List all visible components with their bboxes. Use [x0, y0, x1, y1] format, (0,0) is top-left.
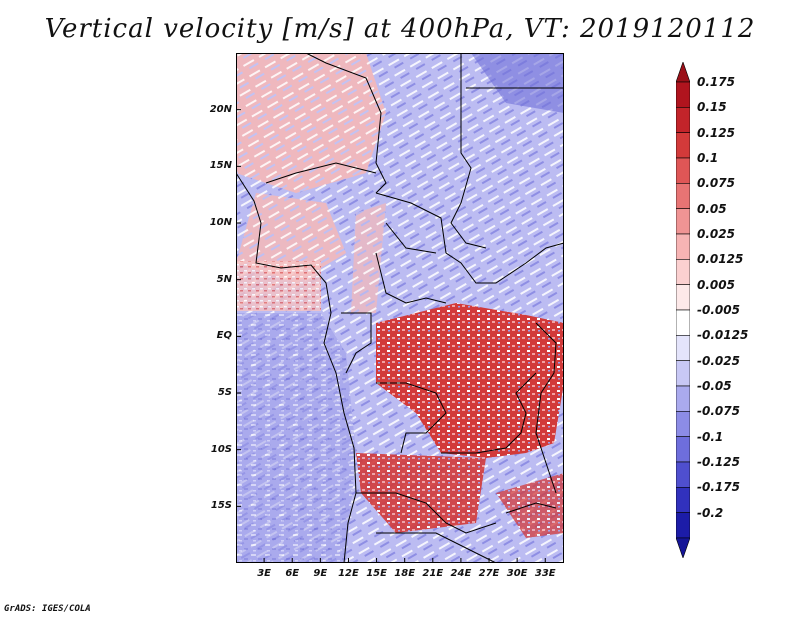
colorbar-segment	[676, 335, 690, 361]
colorbar-level-label: -0.125	[697, 455, 740, 469]
colorbar-segment	[676, 284, 690, 311]
colorbar-segment	[676, 157, 690, 184]
map-frame	[236, 53, 564, 563]
lon-tick-label: 33E	[534, 568, 556, 579]
colorbar-top-cap	[676, 62, 690, 83]
colorbar-segment	[676, 233, 690, 260]
velocity-field-map	[236, 53, 564, 563]
lon-tick-label: 9E	[313, 568, 328, 579]
colorbar-segment	[676, 360, 690, 387]
colorbar-bottom-cap	[676, 537, 690, 558]
colorbar-level-label: -0.2	[697, 505, 724, 520]
lat-tick-label: 10N	[209, 217, 232, 228]
colorbar-level-label: -0.075	[697, 404, 740, 419]
grads-credit: GrADS: IGES/COLA	[4, 604, 91, 614]
lon-tick-label: 18E	[394, 568, 416, 579]
lon-tick-label: 15E	[366, 568, 387, 579]
colorbar-segment	[676, 81, 690, 108]
lat-tick-label: EQ	[216, 330, 232, 342]
lat-tick-label: 15N	[209, 160, 232, 172]
colorbar-level-label: 0.125	[697, 125, 735, 140]
colorbar-segment	[676, 436, 690, 463]
longitude-tick-marks	[263, 558, 546, 563]
country-borders	[236, 53, 564, 563]
colorbar-segment	[676, 411, 690, 437]
colorbar-level-label: 0.005	[697, 277, 735, 292]
colorbar-segment	[676, 309, 690, 336]
colorbar-level-label: 0.175	[697, 75, 735, 89]
colorbar	[676, 62, 690, 558]
colorbar-level-label: 0.1	[697, 151, 719, 165]
colorbar-segment	[676, 512, 690, 539]
colorbar-level-label: 0.05	[697, 201, 727, 216]
colorbar-level-label: -0.0125	[697, 328, 749, 343]
colorbar-level-label: -0.175	[697, 480, 740, 495]
colorbar-segment	[676, 132, 690, 159]
colorbar-segment	[676, 487, 690, 513]
colorbar-level-label: 0.025	[697, 227, 735, 241]
lat-tick-label: 5N	[216, 273, 232, 285]
colorbar-level-label: -0.05	[697, 379, 732, 393]
latitude-tick-marks	[236, 109, 241, 507]
colorbar-level-label: -0.005	[697, 303, 740, 317]
colorbar-segment	[676, 208, 690, 235]
lon-tick-label: 6E	[285, 568, 300, 579]
lon-tick-label: 27E	[478, 568, 500, 579]
colorbar-segment	[676, 107, 690, 133]
lon-tick-label: 24E	[450, 568, 472, 579]
colorbar-level-label: -0.1	[697, 429, 724, 444]
map-panel	[236, 53, 564, 563]
lon-tick-label: 21E	[422, 568, 444, 579]
lat-tick-label: 10S	[210, 443, 232, 455]
colorbar-level-label: 0.0125	[697, 252, 744, 267]
colorbar-segment	[676, 259, 690, 285]
lon-tick-label: 30E	[506, 568, 528, 579]
colorbar-level-label: 0.15	[697, 100, 727, 115]
lat-tick-label: 20N	[209, 103, 232, 115]
colorbar-level-label: 0.075	[697, 176, 735, 191]
colorbar-segment	[676, 183, 690, 209]
colorbar-level-label: -0.025	[697, 353, 740, 368]
lon-tick-label: 3E	[257, 568, 271, 579]
lat-tick-label: 5S	[217, 387, 232, 398]
colorbar-segment	[676, 385, 690, 412]
lat-tick-label: 15S	[210, 500, 232, 512]
chart-title: Vertical velocity [m/s] at 400hPa, VT: 2…	[44, 14, 756, 44]
colorbar-segment	[676, 461, 690, 488]
lon-tick-label: 12E	[338, 568, 359, 579]
